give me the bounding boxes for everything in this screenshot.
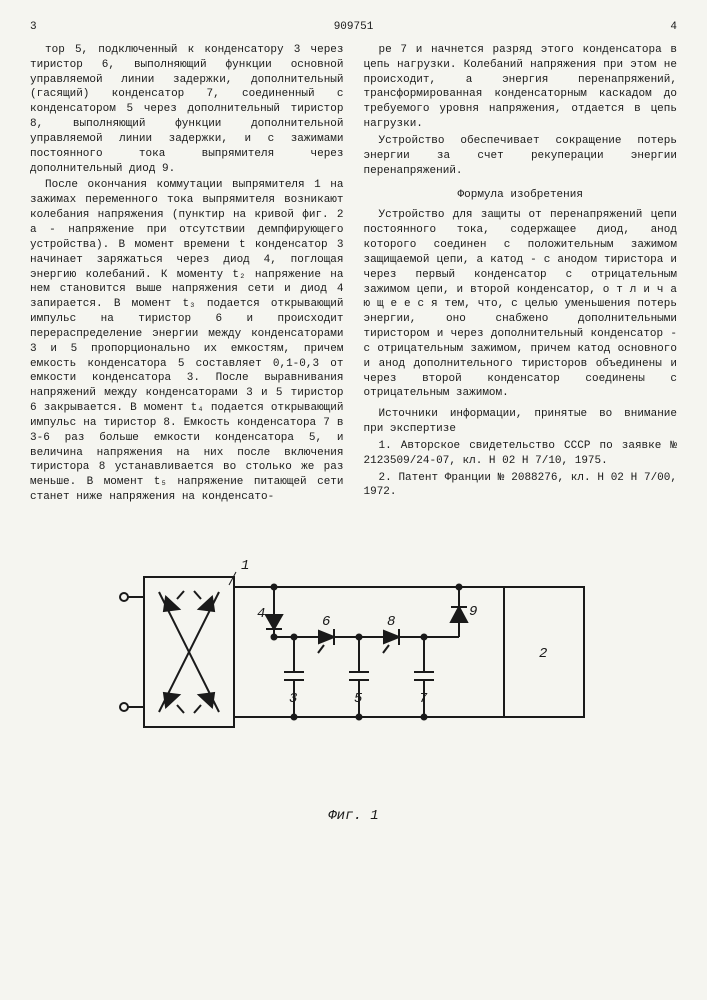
col1-para2: После окончания коммутации выпрямителя 1…: [30, 178, 344, 505]
label-3: 3: [289, 691, 297, 707]
source-1: 1. Авторское свидетельство СССР по заявк…: [364, 439, 678, 469]
formula-title: Формула изобретения: [364, 188, 678, 203]
text-columns: тор 5, подключенный к конденсатору 3 чер…: [30, 43, 677, 507]
col2-para2: Устройство обеспечивает сокращение потер…: [364, 134, 678, 179]
column-right: ре 7 и начнется разряд этого конденсатор…: [364, 43, 678, 507]
label-6: 6: [322, 614, 330, 630]
right-page-num: 4: [670, 20, 677, 35]
label-1: 1: [241, 558, 249, 574]
left-page-num: 3: [30, 20, 37, 35]
source-2: 2. Патент Франции № 2088276, кл. H 02 H …: [364, 471, 678, 501]
col2-para1: ре 7 и начнется разряд этого конденсатор…: [364, 43, 678, 132]
circuit-diagram: 1 2 3 4 5 6 7 8 9: [104, 537, 604, 797]
label-5: 5: [354, 691, 363, 707]
label-8: 8: [387, 614, 395, 630]
patent-number: 909751: [334, 20, 374, 35]
col1-para1: тор 5, подключенный к конденсатору 3 чер…: [30, 43, 344, 177]
figure-1: 1 2 3 4 5 6 7 8 9 Фиг. 1: [30, 537, 677, 826]
page-header: 3 909751 4: [30, 20, 677, 35]
label-9: 9: [469, 604, 477, 620]
figure-caption: Фиг. 1: [30, 807, 677, 826]
label-2: 2: [539, 646, 547, 662]
sources-title: Источники информации, принятые во вниман…: [364, 407, 678, 437]
formula-text: Устройство для защиты от перенапряжений …: [364, 208, 678, 401]
label-7: 7: [419, 691, 428, 707]
column-left: тор 5, подключенный к конденсатору 3 чер…: [30, 43, 344, 507]
label-4: 4: [257, 606, 265, 622]
